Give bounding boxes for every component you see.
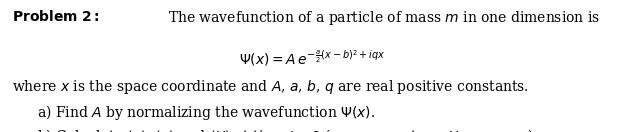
Text: b) Calculate $\langle x\rangle$, $\langle p\rangle$ and $\langle H\rangle$ at ti: b) Calculate $\langle x\rangle$, $\langl… [37,127,538,132]
Text: where $x$ is the space coordinate and $A$, $a$, $b$, $q$ are real positive const: where $x$ is the space coordinate and $A… [12,78,529,96]
Text: The wavefunction of a particle of mass $m$ in one dimension is: The wavefunction of a particle of mass $… [168,9,600,27]
Text: $\Psi(x) = A\, e^{-\frac{a}{2}(x-b)^2 + iqx}$: $\Psi(x) = A\, e^{-\frac{a}{2}(x-b)^2 + … [239,48,385,68]
Text: $\mathbf{Problem\ 2:}$: $\mathbf{Problem\ 2:}$ [12,9,100,24]
Text: a) Find $A$ by normalizing the wavefunction $\Psi(x)$.: a) Find $A$ by normalizing the wavefunct… [37,103,376,122]
